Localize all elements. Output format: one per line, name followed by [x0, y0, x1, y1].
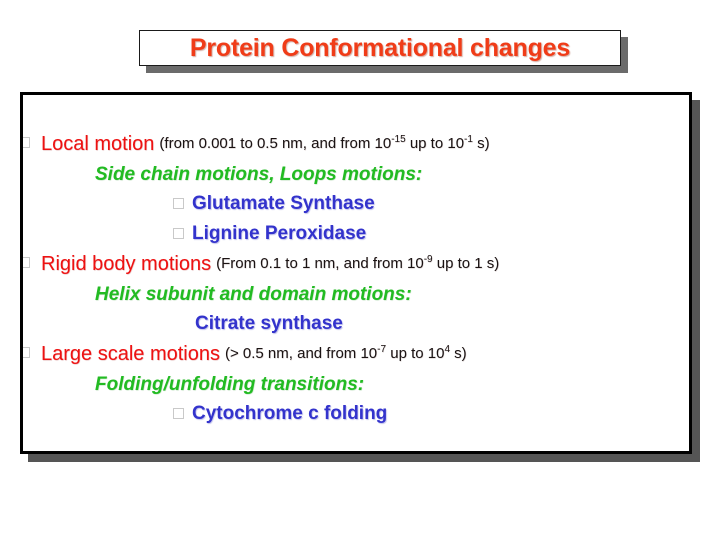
section-detail-label: (from 0.001 to 0.5 nm, and from 10-15 up… — [159, 134, 490, 152]
list-item-label: Glutamate Synthase — [192, 193, 375, 214]
section-subheading-row: Helix subunit and domain motions: — [23, 282, 689, 306]
list-item: Lignine Peroxidase — [23, 221, 689, 246]
section-subheading-label: Side chain motions, Loops motions: — [95, 163, 423, 185]
section-heading-row: Rigid body motions (From 0.1 to 1 nm, an… — [23, 251, 689, 276]
detail-mid: up to 10 — [405, 135, 465, 152]
slide-title-banner: Protein Conformational changes — [139, 30, 621, 66]
detail-prefix: (from 0.001 to 0.5 nm, and from 10 — [159, 135, 392, 152]
section-subheading-label: Helix subunit and domain motions: — [95, 283, 412, 305]
detail-suffix: s) — [450, 345, 467, 362]
list-item: Glutamate Synthase — [23, 191, 689, 216]
detail-prefix: (> 0.5 nm, and from 10 — [224, 345, 378, 362]
detail-exponent-1: -15 — [391, 134, 406, 145]
section-subheading-label: Folding/unfolding transitions: — [95, 373, 365, 395]
detail-prefix: (From 0.1 to 1 nm, and from 10 — [216, 255, 424, 272]
section-heading-row: Large scale motions (> 0.5 nm, and from … — [23, 341, 689, 366]
checkbox-bullet-icon — [23, 257, 30, 268]
detail-mid: up to 10 — [386, 345, 445, 362]
checkbox-bullet-icon — [23, 347, 30, 358]
detail-exponent-1: -7 — [377, 344, 387, 355]
section-heading-label: Local motion — [41, 132, 155, 155]
content-panel: Local motion (from 0.001 to 0.5 nm, and … — [20, 92, 692, 454]
list-item-label: Citrate synthase — [195, 313, 343, 334]
checkbox-bullet-icon — [23, 137, 30, 148]
section-detail-label: (> 0.5 nm, and from 10-7 up to 104 s) — [224, 344, 467, 362]
list-item: Citrate synthase — [23, 311, 689, 336]
section-heading-row: Local motion (from 0.001 to 0.5 nm, and … — [23, 131, 689, 156]
detail-suffix: s) — [472, 135, 490, 152]
checkbox-bullet-icon — [173, 408, 184, 419]
list-item: Cytochrome c folding — [23, 401, 689, 426]
section-subheading-row: Folding/unfolding transitions: — [23, 372, 689, 396]
checkbox-bullet-icon — [173, 228, 184, 239]
section-detail-label: (From 0.1 to 1 nm, and from 10-9 up to 1… — [216, 254, 500, 272]
detail-exponent-2: 4 — [444, 344, 451, 355]
section-heading-label: Large scale motions — [41, 342, 220, 365]
detail-exponent-2: -1 — [464, 134, 473, 145]
detail-mid: up to 1 s) — [432, 255, 500, 272]
section-heading-label: Rigid body motions — [41, 252, 212, 275]
list-item-label: Cytochrome c folding — [192, 403, 388, 424]
list-item-label: Lignine Peroxidase — [192, 223, 367, 244]
checkbox-bullet-icon — [173, 198, 184, 209]
section-subheading-row: Side chain motions, Loops motions: — [23, 162, 689, 186]
motion-type-list: Local motion (from 0.001 to 0.5 nm, and … — [23, 131, 689, 431]
page-title: Protein Conformational changes — [189, 33, 571, 62]
detail-exponent-1: -9 — [423, 254, 433, 265]
